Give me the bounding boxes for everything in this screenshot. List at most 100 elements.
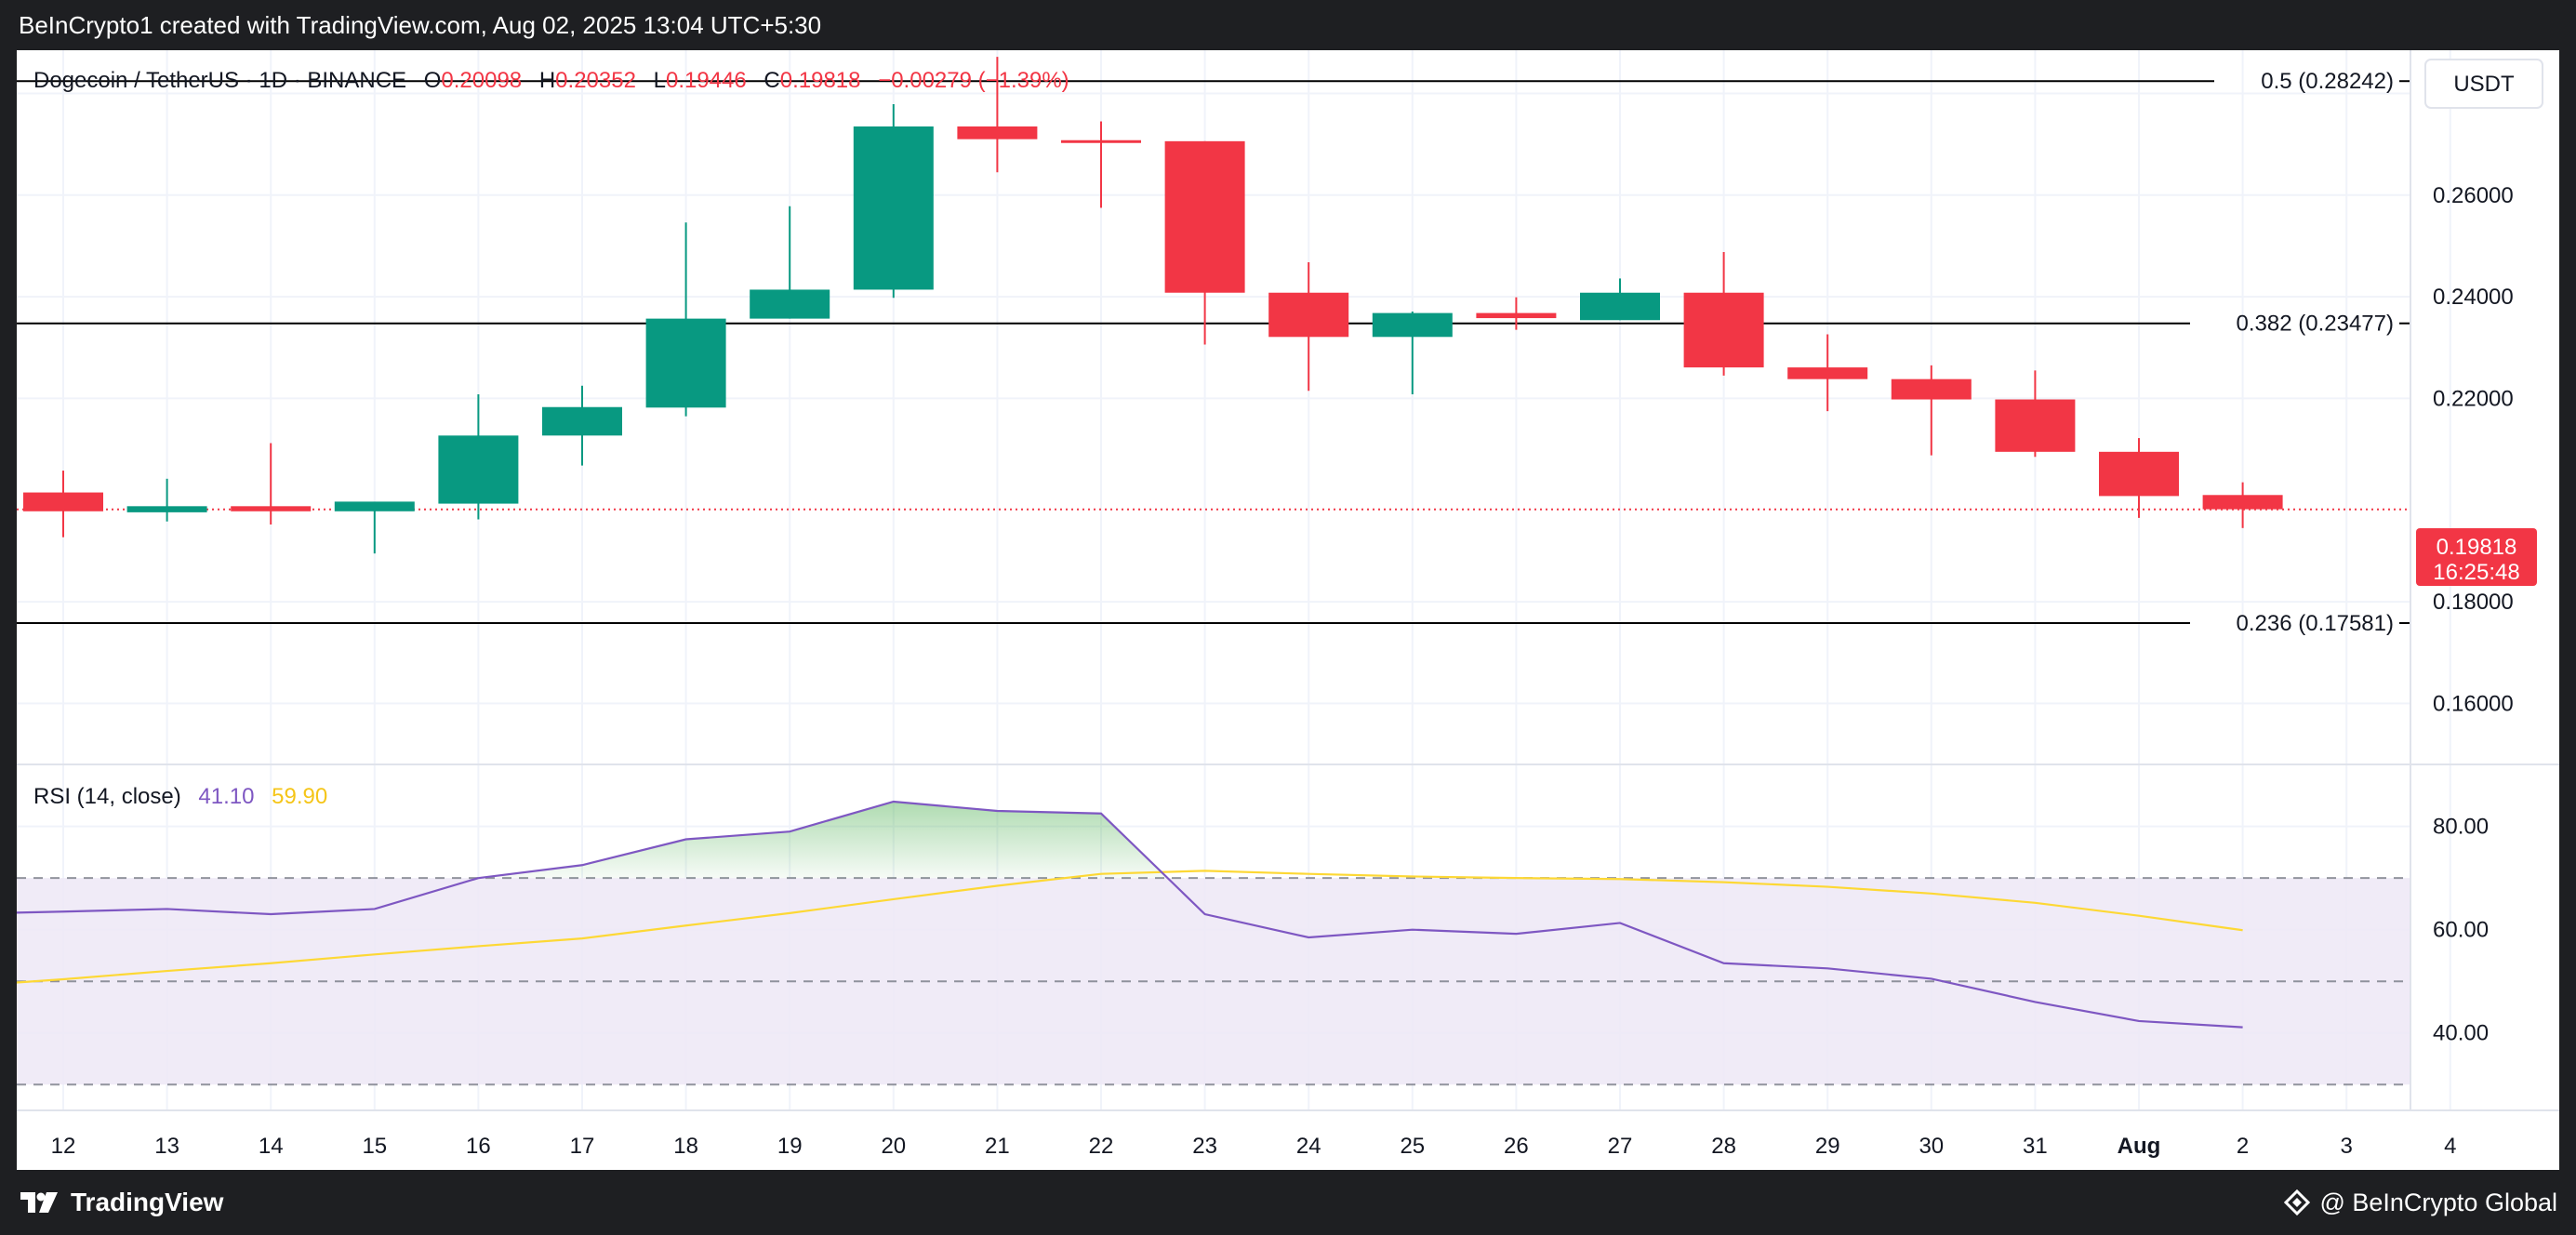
time-axis-label: 3 <box>2341 1134 2353 1159</box>
time-axis-label: 23 <box>1192 1134 1217 1159</box>
candle-body <box>1995 399 2076 452</box>
candle-body <box>1476 312 1557 319</box>
candle-body <box>1268 292 1349 338</box>
currency-button[interactable]: USDT <box>2424 59 2543 109</box>
time-axis-label: 29 <box>1815 1134 1840 1159</box>
time-axis-label: 12 <box>51 1134 76 1159</box>
rsi-value: 41.10 <box>198 784 254 809</box>
time-axis-label: 13 <box>154 1134 179 1159</box>
candle-down <box>1268 261 1349 392</box>
candle-down <box>1891 365 1972 456</box>
chart-attribution: BeInCrypto1 created with TradingView.com… <box>19 11 822 39</box>
time-axis-label: 19 <box>777 1134 803 1159</box>
candle-body <box>853 126 934 290</box>
rsi-ma-line <box>16 870 2243 984</box>
candle-body <box>126 506 207 512</box>
candle-body <box>1164 140 1245 293</box>
fib-level-label: 0.236 (0.17581) <box>2237 611 2394 636</box>
open-label: O <box>424 68 442 93</box>
candle-down <box>2202 482 2283 528</box>
candle-down <box>1995 370 2076 458</box>
candle-down <box>1787 334 1868 412</box>
time-axis-label: 17 <box>570 1134 595 1159</box>
rsi-background <box>17 877 2410 1086</box>
beincrypto-diamond-icon <box>2284 1189 2311 1215</box>
candle-body <box>1787 367 1868 379</box>
tradingview-icon <box>20 1192 58 1213</box>
time-axis-label: 2 <box>2237 1134 2249 1159</box>
candle-body <box>1372 312 1453 338</box>
high-label: H <box>539 68 555 93</box>
candle-down <box>23 471 103 538</box>
candle-body <box>2202 495 2283 510</box>
time-axis-label: 30 <box>1919 1134 1944 1159</box>
chart-area[interactable]: 0.5 (0.28242) 0.382 (0.23477) 0.236 (0.175… <box>16 50 2559 1170</box>
candle-body <box>957 126 1038 139</box>
price-axis-label: 0.24000 <box>2433 285 2514 310</box>
change-value: −0.00279 (−1.39%) <box>878 68 1069 93</box>
candlestick-series <box>23 57 2283 554</box>
candle-body <box>750 289 830 319</box>
time-axis-label: 18 <box>673 1134 698 1159</box>
fibonacci-levels: 0.5 (0.28242) 0.382 (0.23477) 0.236 (0.175… <box>17 69 2410 636</box>
candle-countdown: 16:25:48 <box>2433 560 2519 585</box>
rsi-series <box>16 800 2243 1029</box>
rsi-axis-label: 40.00 <box>2433 1021 2489 1046</box>
candle-down <box>1476 297 1557 330</box>
beincrypto-logo: @ BeInCrypto Global <box>2284 1170 2557 1235</box>
candle-up <box>438 394 519 520</box>
candle-body <box>334 501 415 511</box>
candle-down <box>1164 140 1245 345</box>
time-axis-label: 31 <box>2023 1134 2048 1159</box>
rsi-axis-label: 80.00 <box>2433 815 2489 840</box>
candle-down <box>1061 121 1141 208</box>
time-axis-label: 26 <box>1504 1134 1529 1159</box>
candle-body <box>1891 378 1972 400</box>
time-axis-label: 21 <box>985 1134 1010 1159</box>
candle-body <box>231 506 312 511</box>
rsi-line <box>16 800 2243 1029</box>
rsi-axis-label: 60.00 <box>2433 918 2489 943</box>
candle-down <box>231 443 312 525</box>
close-label: C <box>764 68 779 93</box>
price-axis-label: 0.16000 <box>2433 691 2514 716</box>
candle-up <box>334 501 415 554</box>
rsi-label: RSI (14, close) <box>33 784 181 809</box>
candle-body <box>645 318 726 408</box>
candle-up <box>1372 311 1453 395</box>
time-axis-label: 4 <box>2444 1134 2456 1159</box>
tradingview-logo[interactable]: TradingView <box>19 1170 223 1235</box>
price-chart[interactable]: 0.5 (0.28242) 0.382 (0.23477) 0.236 (0.175… <box>16 50 2559 1170</box>
price-axis-label: 0.22000 <box>2433 386 2514 411</box>
time-axis-label: 25 <box>1400 1134 1425 1159</box>
high-value: 0.20352 <box>555 68 636 93</box>
rsi-ma-value: 59.90 <box>272 784 327 809</box>
close-value: 0.19818 <box>780 68 861 93</box>
time-axis-label: 20 <box>881 1134 906 1159</box>
candle-body <box>1683 292 1764 368</box>
candle-up <box>542 385 622 466</box>
time-axis-label: 28 <box>1711 1134 1736 1159</box>
candle-body <box>1061 139 1141 143</box>
time-axis-label: 15 <box>362 1134 387 1159</box>
beincrypto-label: @ BeInCrypto Global <box>2319 1188 2557 1216</box>
fib-level-label: 0.382 (0.23477) <box>2237 312 2394 337</box>
candle-up <box>645 222 726 417</box>
symbol-title: Dogecoin / TetherUS · 1D · BINANCE <box>33 68 406 93</box>
candle-down <box>2099 438 2179 518</box>
low-label: L <box>654 68 666 93</box>
axes: 12 13 14 15 16 17 18 19 20 21 22 23 24 25 26 27 28 29 30 31… <box>51 81 2514 1159</box>
candle-up <box>853 103 934 299</box>
candle-body <box>1580 292 1660 321</box>
tradingview-label: TradingView <box>71 1188 224 1216</box>
current-price-value: 0.19818 <box>2437 535 2517 560</box>
footer-bar: TradingView @ BeInCrypto Global <box>0 1170 2576 1235</box>
chart-legend: Dogecoin / TetherUS · 1D · BINANCE O 0.20… <box>33 68 1069 93</box>
candle-up <box>750 206 830 319</box>
price-axis-label: 0.18000 <box>2433 590 2514 615</box>
candle-body <box>23 492 103 511</box>
rsi-overbought-fill <box>478 801 1168 879</box>
candle-up <box>1580 278 1660 321</box>
currency-label: USDT <box>2453 72 2515 97</box>
time-axis-label: 24 <box>1296 1134 1321 1159</box>
